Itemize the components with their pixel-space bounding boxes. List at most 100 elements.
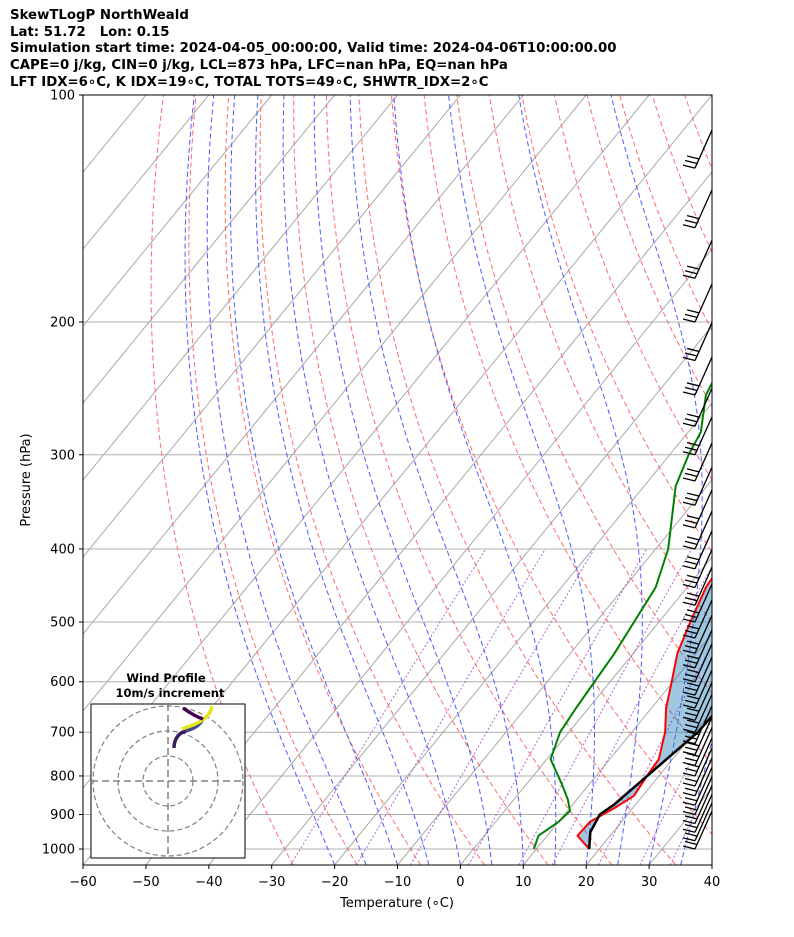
isotherm [397,479,712,865]
mixing-ratio-line [468,548,647,865]
dry-adiabat [391,95,712,836]
reference-lines [83,95,794,865]
y-tick-label: 500 [50,616,75,631]
wind-barb-staff [694,643,713,683]
wind-barb-flag [682,792,696,797]
wind-barb-flag [682,318,696,323]
dry-adiabat [684,95,712,171]
y-tick-label: 300 [50,448,75,463]
wind-barb-flag [686,592,700,597]
wind-barb-staff [694,614,713,654]
wind-barb [682,322,713,362]
wind-barb-flag [684,313,698,319]
wind-barb-flag [684,735,698,740]
wind-barb-staff [694,283,713,323]
wind-barb [682,510,713,550]
dry-adiabat [783,95,794,865]
y-tick-label: 800 [50,769,75,784]
wind-barb-flag [684,840,698,846]
wind-barb-flag [682,828,696,833]
wind-barb-flag [684,787,698,792]
wind-barb-flag [686,536,700,541]
wind-barb-flag [682,761,696,767]
wind-barb-flag [684,497,698,502]
x-tick-label: 30 [641,875,658,890]
wind-barb-staff [694,489,713,529]
wind-barb-flag [682,501,696,506]
wind-barb-flag [686,730,700,736]
wind-barb [682,599,713,639]
x-tick-label: −50 [132,875,159,890]
wind-barb-flag [684,686,698,692]
wind-barb-flag [686,515,700,520]
wind-barb-staff [694,129,713,169]
moist-adiabat [184,95,336,865]
wind-barb-flag [684,724,698,729]
wind-barb-flag [684,560,698,565]
wind-barb-staff [694,629,713,669]
wind-barb-flag [684,446,698,451]
wind-barb-flag [682,845,696,850]
wind-barb [682,747,713,787]
moist-adiabat [518,95,643,865]
wind-barb-flag [682,728,696,733]
dry-adiabat [188,95,358,865]
wind-barb-staff [694,747,713,787]
isotherm [83,95,84,96]
wind-barb-flag [684,746,698,751]
wind-barb [682,530,713,570]
y-tick-label: 100 [50,89,75,104]
wind-barb-staff [694,583,713,623]
wind-barb-staff [694,239,713,279]
wind-barb-flag [684,579,698,584]
wind-barb-staff [694,737,713,777]
wind-barb-flag [682,164,696,169]
wind-barb-staff [694,810,713,850]
wind-barb [682,629,713,669]
wind-barb [682,614,713,654]
moist-adiabat [255,95,430,865]
wind-barb-staff [694,189,713,229]
isotherm [83,95,461,558]
wind-barb-flag [686,265,700,270]
wind-barb-flag [684,519,698,524]
y-tick-label: 400 [50,542,75,557]
wind-barb-flag [686,742,700,747]
wind-barb-staff [694,716,713,756]
wind-barb [682,566,713,606]
dry-adiabat [456,95,712,695]
wind-barb [682,705,713,745]
dry-adiabat [293,95,549,865]
wind-barb-staff [694,682,713,721]
title-times: Simulation start time: 2024-04-05_00:00:… [10,41,617,57]
wind-barb [682,466,713,506]
wind-barb [682,189,713,229]
wind-barb-flag [684,832,698,837]
dry-adiabat [488,95,712,624]
wind-barb-flag [682,634,696,639]
wind-barb-flag [682,618,696,623]
wind-barb [682,776,713,816]
wind-barb-staff [694,776,713,815]
hodograph-trace-top [181,706,204,721]
wind-barb-flag [686,655,700,660]
mixing-ratio-line [290,548,487,865]
mixing-ratio-line [597,643,712,865]
isotherm [83,95,210,250]
moist-adiabat [206,95,367,865]
wind-barb [682,356,713,396]
title-cape: CAPE=0 j/kg, CIN=0 j/kg, LCL=873 hPa, LF… [10,58,508,74]
isotherm [83,95,587,712]
moist-adiabat [282,95,461,865]
wind-barb [682,767,713,806]
wind-barb-flag [686,625,700,630]
wind-barb-flag [686,609,700,614]
wind-barb [682,656,713,696]
wind-barb-flag [686,413,700,418]
moist-adiabat [349,95,524,865]
parcel-profile [587,714,712,850]
wind-barb-flag [684,270,698,275]
x-tick-label: 40 [704,875,721,890]
wind-barb-flag [686,682,700,687]
